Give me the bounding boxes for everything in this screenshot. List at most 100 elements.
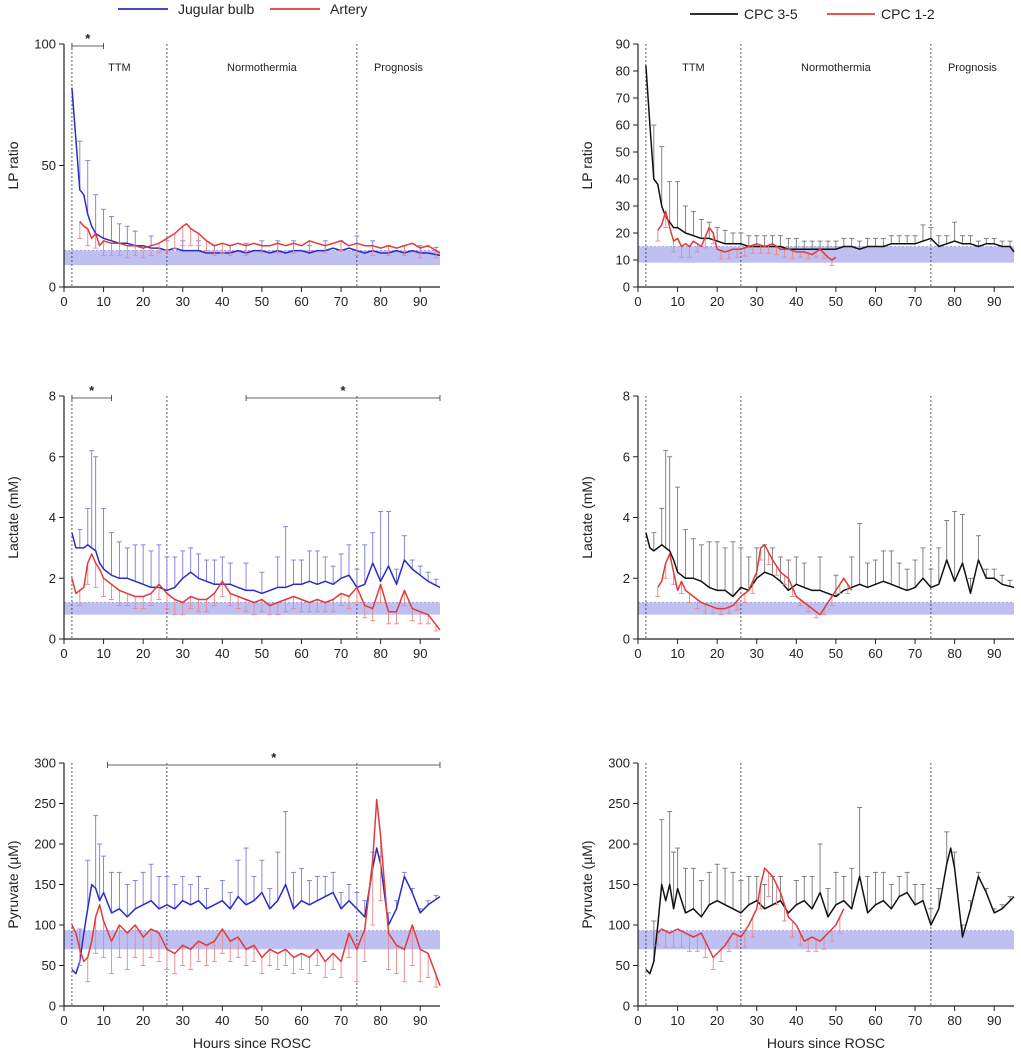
x-tick-label: 50 xyxy=(829,294,843,309)
phase-label-ttm: TTM xyxy=(682,62,705,74)
chart-pyruvate-right: 0 50 100 150 200 250 300 0 10 20 30 40 50 60 70 80 90 Pyr… xyxy=(579,756,1015,1051)
x-tick-label: 0 xyxy=(634,1013,641,1028)
y-axis-title: Lactate (mM) xyxy=(579,476,595,558)
x-tick-label: 60 xyxy=(868,294,882,309)
x-tick-label: 30 xyxy=(176,294,190,309)
x-tick-label: 20 xyxy=(710,1013,724,1028)
y-tick-label: 100 xyxy=(608,918,630,933)
x-tick-label: 80 xyxy=(947,646,961,661)
series-line xyxy=(657,544,853,616)
reference-band xyxy=(638,930,1014,950)
x-tick-label: 60 xyxy=(868,1013,882,1028)
chart-lp-right: TTM Normothermia Prognosis 0 10 20 30 40 50 60 70 8… xyxy=(579,37,1015,309)
y-tick-label: 8 xyxy=(49,389,56,404)
series-line xyxy=(645,847,1015,975)
x-tick-label: 30 xyxy=(176,1013,190,1028)
x-tick-label: 90 xyxy=(987,1013,1001,1028)
y-tick-label: 6 xyxy=(49,449,56,464)
y-axis-title: LP ratio xyxy=(5,141,21,189)
x-tick-label: 90 xyxy=(413,646,427,661)
x-tick-label: 80 xyxy=(947,1013,961,1028)
x-tick-label: 10 xyxy=(670,294,684,309)
x-tick-label: 60 xyxy=(294,294,308,309)
x-tick-label: 30 xyxy=(750,1013,764,1028)
y-tick-label: 20 xyxy=(616,226,630,241)
y-tick-label: 100 xyxy=(34,37,56,52)
y-tick-label: 10 xyxy=(616,253,630,268)
legend-left: Jugular bulb Artery xyxy=(118,1,367,17)
y-tick-label: 4 xyxy=(49,510,56,525)
significance-star: * xyxy=(271,750,277,765)
y-tick-label: 8 xyxy=(623,389,630,404)
legend-right: CPC 3-5 CPC 1-2 xyxy=(690,6,935,22)
y-tick-label: 0 xyxy=(623,999,630,1014)
phase-label-normothermia: Normothermia xyxy=(227,62,298,74)
y-tick-label: 50 xyxy=(616,145,630,160)
y-tick-label: 0 xyxy=(49,280,56,295)
x-tick-label: 80 xyxy=(373,294,387,309)
x-tick-label: 10 xyxy=(670,646,684,661)
series-cpc-1-2 xyxy=(655,544,853,619)
x-tick-label: 70 xyxy=(334,294,348,309)
x-tick-label: 90 xyxy=(987,294,1001,309)
series-artery xyxy=(71,798,441,988)
series-line xyxy=(645,532,1015,598)
y-tick-label: 250 xyxy=(34,796,56,811)
x-tick-label: 0 xyxy=(60,294,67,309)
y-tick-label: 2 xyxy=(49,571,56,586)
y-tick-label: 0 xyxy=(623,632,630,647)
x-tick-label: 60 xyxy=(294,646,308,661)
x-tick-label: 20 xyxy=(136,1013,150,1028)
series-cpc-3-5 xyxy=(645,807,1015,975)
y-tick-label: 200 xyxy=(608,837,630,852)
x-tick-label: 30 xyxy=(176,646,190,661)
y-tick-label: 50 xyxy=(42,158,56,173)
series-cpc-1-2 xyxy=(655,867,845,970)
y-tick-label: 50 xyxy=(616,958,630,973)
x-tick-label: 40 xyxy=(789,294,803,309)
x-tick-label: 10 xyxy=(96,294,110,309)
x-tick-label: 70 xyxy=(908,294,922,309)
y-tick-label: 300 xyxy=(608,756,630,771)
x-tick-label: 40 xyxy=(215,646,229,661)
x-tick-label: 20 xyxy=(136,294,150,309)
x-tick-label: 0 xyxy=(634,294,641,309)
x-tick-label: 50 xyxy=(829,646,843,661)
y-tick-label: 0 xyxy=(49,999,56,1014)
y-axis-title: Pyruvate (µM) xyxy=(579,840,595,928)
x-tick-label: 70 xyxy=(908,1013,922,1028)
y-tick-label: 6 xyxy=(623,449,630,464)
x-tick-label: 60 xyxy=(294,1013,308,1028)
y-tick-label: 50 xyxy=(42,958,56,973)
x-tick-label: 40 xyxy=(215,1013,229,1028)
legend-label-artery: Artery xyxy=(330,1,367,17)
phase-label-prognosis: Prognosis xyxy=(948,62,997,74)
series-line xyxy=(79,220,441,254)
phase-label-normothermia: Normothermia xyxy=(801,62,872,74)
x-tick-label: 0 xyxy=(60,646,67,661)
phase-label-ttm: TTM xyxy=(108,62,131,74)
x-tick-label: 80 xyxy=(373,646,387,661)
x-tick-label: 50 xyxy=(255,646,269,661)
x-tick-label: 70 xyxy=(334,1013,348,1028)
x-axis-title: Hours since ROSC xyxy=(193,1035,311,1051)
y-tick-label: 150 xyxy=(608,877,630,892)
chart-lp-left: TTM Normothermia Prognosis * 0 50 100 0 10 20 30 40… xyxy=(5,31,441,309)
x-tick-label: 40 xyxy=(789,1013,803,1028)
legend-label-jugular-bulb: Jugular bulb xyxy=(178,1,254,17)
series-artery xyxy=(71,553,441,632)
y-tick-label: 80 xyxy=(616,64,630,79)
series-jugular-bulb xyxy=(71,450,441,595)
x-tick-label: 40 xyxy=(215,294,229,309)
y-tick-label: 100 xyxy=(34,918,56,933)
chart-pyruvate-left: * 0 50 100 150 200 250 300 0 10 20 30 40 50 60 70 80 90 Py… xyxy=(5,750,441,1051)
significance-star: * xyxy=(341,383,347,398)
x-tick-label: 50 xyxy=(255,1013,269,1028)
x-tick-label: 0 xyxy=(60,1013,67,1028)
series-line xyxy=(71,87,441,257)
y-tick-label: 300 xyxy=(34,756,56,771)
series-jugular-bulb xyxy=(71,87,441,257)
